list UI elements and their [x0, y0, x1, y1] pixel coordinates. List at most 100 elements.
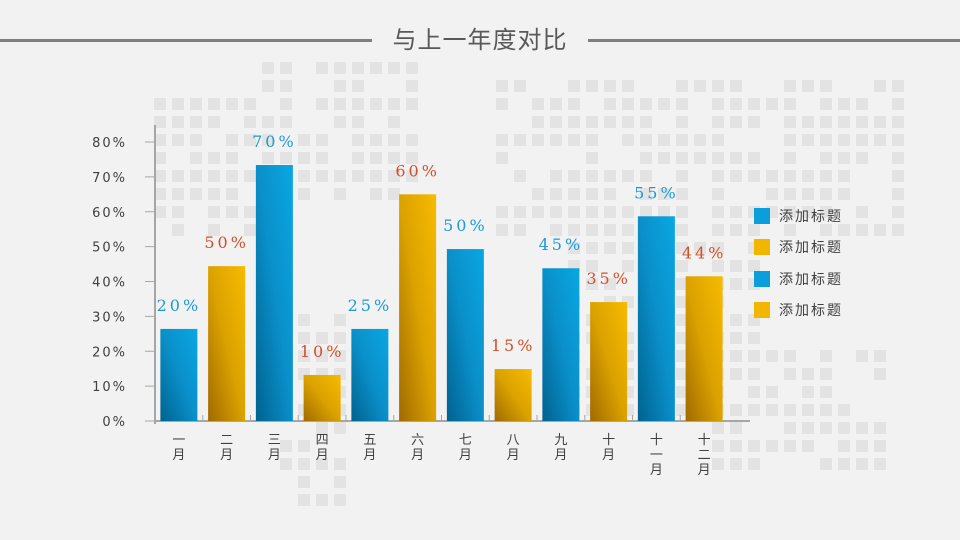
bar — [494, 369, 532, 421]
map-pixel — [190, 170, 202, 182]
map-pixel — [766, 98, 778, 110]
map-pixel — [262, 116, 274, 128]
map-pixel — [712, 242, 724, 254]
map-pixel — [838, 458, 850, 470]
map-pixel — [784, 422, 796, 434]
map-pixel — [712, 440, 724, 452]
map-pixel — [892, 206, 904, 218]
map-pixel — [730, 116, 742, 128]
legend-item: 添加标题 — [754, 200, 843, 232]
map-pixel — [208, 152, 220, 164]
y-tick-label: 50% — [92, 241, 127, 256]
map-pixel — [586, 206, 598, 218]
y-tick-label: 10% — [92, 380, 127, 395]
map-pixel — [640, 116, 652, 128]
map-pixel — [874, 350, 886, 362]
data-label: 55% — [634, 183, 679, 202]
map-pixel — [208, 206, 220, 218]
map-pixel — [640, 206, 652, 218]
map-pixel — [676, 386, 688, 398]
map-pixel — [334, 116, 346, 128]
map-pixel — [820, 188, 832, 200]
map-pixel — [856, 458, 868, 470]
map-pixel — [586, 170, 598, 182]
map-pixel — [496, 98, 508, 110]
map-pixel — [568, 170, 580, 182]
map-pixel — [766, 188, 778, 200]
map-pixel — [676, 404, 688, 416]
map-pixel — [730, 422, 742, 434]
x-tick-label: 月 — [220, 448, 233, 463]
map-pixel — [496, 134, 508, 146]
map-pixel — [244, 98, 256, 110]
map-pixel — [712, 80, 724, 92]
map-pixel — [712, 98, 724, 110]
map-pixel — [730, 404, 742, 416]
x-tick-label: 月 — [650, 463, 663, 478]
map-pixel — [892, 116, 904, 128]
map-pixel — [730, 368, 742, 380]
y-tick-label: 40% — [92, 276, 127, 291]
map-pixel — [838, 440, 850, 452]
map-pixel — [298, 458, 310, 470]
map-pixel — [622, 170, 634, 182]
map-pixel — [496, 152, 508, 164]
map-pixel — [370, 188, 382, 200]
map-pixel — [586, 116, 598, 128]
map-pixel — [784, 116, 796, 128]
map-pixel — [550, 224, 562, 236]
map-pixel — [676, 332, 688, 344]
map-pixel — [694, 134, 706, 146]
map-pixel — [208, 188, 220, 200]
data-label: 10% — [300, 342, 345, 361]
map-pixel — [802, 188, 814, 200]
map-pixel — [622, 206, 634, 218]
map-pixel — [298, 134, 310, 146]
map-pixel — [262, 62, 274, 74]
map-pixel — [604, 80, 616, 92]
map-pixel — [604, 206, 616, 218]
map-pixel — [712, 116, 724, 128]
data-label: 15% — [491, 336, 536, 355]
map-pixel — [388, 116, 400, 128]
map-pixel — [730, 458, 742, 470]
map-pixel — [190, 116, 202, 128]
map-pixel — [550, 116, 562, 128]
map-pixel — [856, 206, 868, 218]
x-tick-label: 二 — [698, 448, 711, 463]
map-pixel — [244, 224, 256, 236]
x-tick-label: 月 — [459, 448, 472, 463]
x-tick-label: 二 — [220, 433, 233, 448]
x-tick-label: 九 — [554, 433, 567, 448]
map-pixel — [766, 170, 778, 182]
legend-label: 添加标题 — [779, 208, 843, 225]
map-pixel — [802, 422, 814, 434]
map-pixel — [730, 98, 742, 110]
x-tick-label: 月 — [411, 448, 424, 463]
map-pixel — [154, 134, 166, 146]
map-pixel — [730, 314, 742, 326]
map-pixel — [154, 98, 166, 110]
map-pixel — [802, 134, 814, 146]
map-pixel — [352, 152, 364, 164]
map-pixel — [676, 80, 688, 92]
map-pixel — [154, 152, 166, 164]
map-pixel — [316, 458, 328, 470]
y-tick-label: 60% — [92, 206, 127, 221]
map-pixel — [244, 116, 256, 128]
map-pixel — [892, 134, 904, 146]
map-pixel — [262, 80, 274, 92]
map-pixel — [802, 206, 814, 218]
map-pixel — [352, 80, 364, 92]
map-pixel — [334, 458, 346, 470]
map-pixel — [640, 98, 652, 110]
map-pixel — [784, 206, 796, 218]
map-pixel — [820, 206, 832, 218]
map-pixel — [838, 188, 850, 200]
map-pixel — [406, 152, 418, 164]
map-pixel — [172, 134, 184, 146]
map-pixel — [748, 386, 760, 398]
bar — [542, 268, 580, 421]
data-label: 70% — [252, 132, 297, 151]
map-pixel — [316, 422, 328, 434]
